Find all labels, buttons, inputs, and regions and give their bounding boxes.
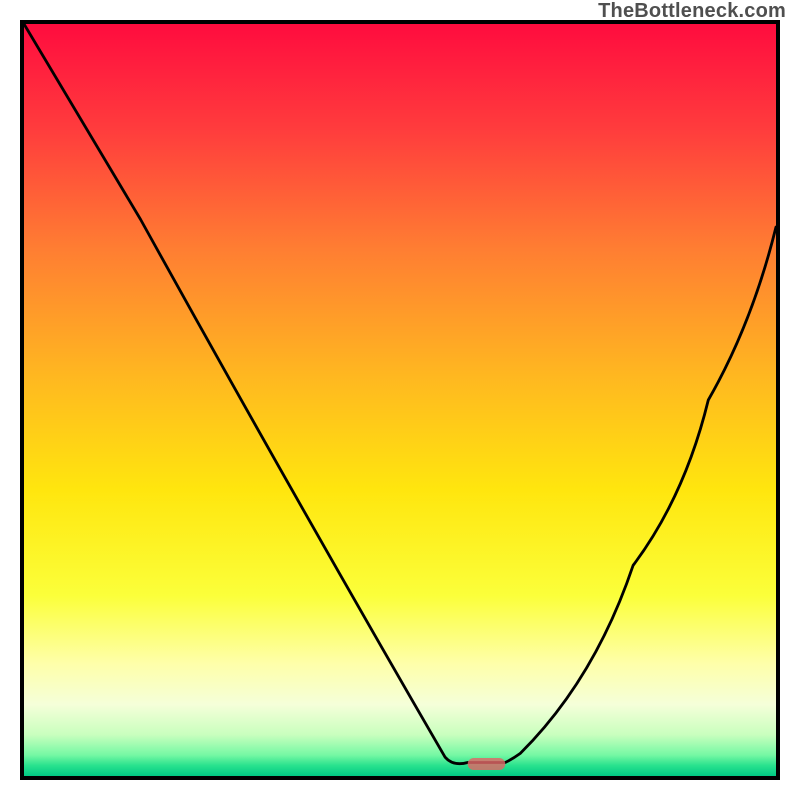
bottleneck-chart: TheBottleneck.com: [0, 0, 800, 800]
chart-svg: [0, 0, 800, 800]
gradient-background: [24, 24, 776, 776]
valley-marker: [468, 758, 506, 770]
watermark-text: TheBottleneck.com: [598, 0, 786, 23]
